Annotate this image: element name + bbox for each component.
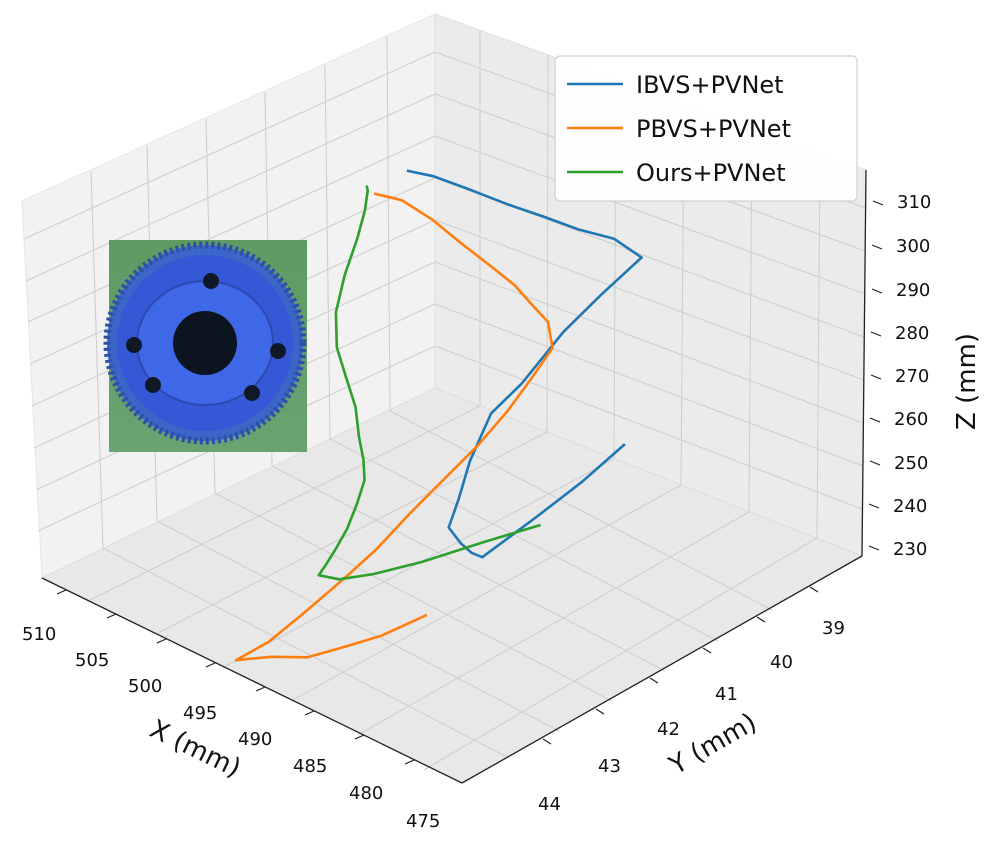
- legend-box: [554, 55, 858, 202]
- z-axis-ticks: [868, 200, 884, 551]
- series-lines: [234, 169, 643, 662]
- x-tick-label: 500: [128, 676, 162, 697]
- y-tick-label: 40: [770, 652, 793, 673]
- series-line-pbvs-pvnet: [234, 192, 554, 662]
- x-tick-label: 490: [238, 729, 272, 750]
- z-tick-label: 260: [894, 409, 928, 430]
- legend-label-pbvs-pvnet: PBVS+PVNet: [636, 115, 791, 143]
- legend-label-ours-pvnet: Ours+PVNet: [636, 159, 786, 187]
- x-tick-label: 495: [183, 703, 217, 724]
- z-tick-label: 280: [895, 323, 929, 344]
- y-axis-ticks: [542, 586, 819, 745]
- x-axis-tick-labels: 510 505 500 495 490 485 480 475: [22, 624, 440, 832]
- y-tick-label: 43: [598, 756, 621, 777]
- x-axis-label: X (mm): [145, 714, 245, 783]
- gear-bolt-hole: [126, 337, 142, 353]
- gear-bolt-hole: [145, 377, 161, 393]
- z-axis-label: Z (mm): [952, 333, 982, 430]
- z-tick-label: 310: [897, 192, 931, 213]
- x-tick-label: 475: [406, 811, 440, 832]
- y-tick-label: 39: [822, 618, 845, 639]
- x-tick-label: 485: [293, 756, 327, 777]
- z-tick-label: 300: [896, 236, 930, 257]
- z-tick-label: 270: [895, 366, 929, 387]
- x-tick-label: 510: [22, 624, 56, 645]
- gear-center-hole: [173, 311, 237, 375]
- x-tick-label: 480: [349, 783, 383, 804]
- x-axis-ticks: [56, 589, 415, 765]
- z-tick-label: 240: [893, 496, 927, 517]
- z-tick-label: 230: [893, 539, 927, 560]
- series-line-ours-pvnet: [317, 185, 541, 581]
- axis-lines: [41, 169, 867, 784]
- gear-bolt-hole: [270, 343, 286, 359]
- inset-gear-photo: [103, 240, 307, 452]
- x-tick-label: 505: [75, 650, 109, 671]
- gear-bolt-hole: [244, 385, 260, 401]
- gear-bolt-hole: [203, 273, 219, 289]
- z-tick-label: 250: [894, 453, 928, 474]
- z-tick-label: 290: [896, 280, 930, 301]
- legend-label-ibvs-pvnet: IBVS+PVNet: [636, 71, 784, 99]
- y-tick-label: 42: [657, 719, 680, 740]
- y-axis-tick-labels: 39 40 41 42 43 44: [538, 618, 845, 815]
- series-line-ibvs-pvnet: [406, 169, 643, 559]
- z-axis-tick-labels: 230 240 250 260 270 280 290 300 310: [893, 192, 931, 560]
- y-tick-label: 41: [715, 684, 738, 705]
- legend: IBVS+PVNet PBVS+PVNet Ours+PVNet: [554, 55, 858, 202]
- y-tick-label: 44: [538, 794, 561, 815]
